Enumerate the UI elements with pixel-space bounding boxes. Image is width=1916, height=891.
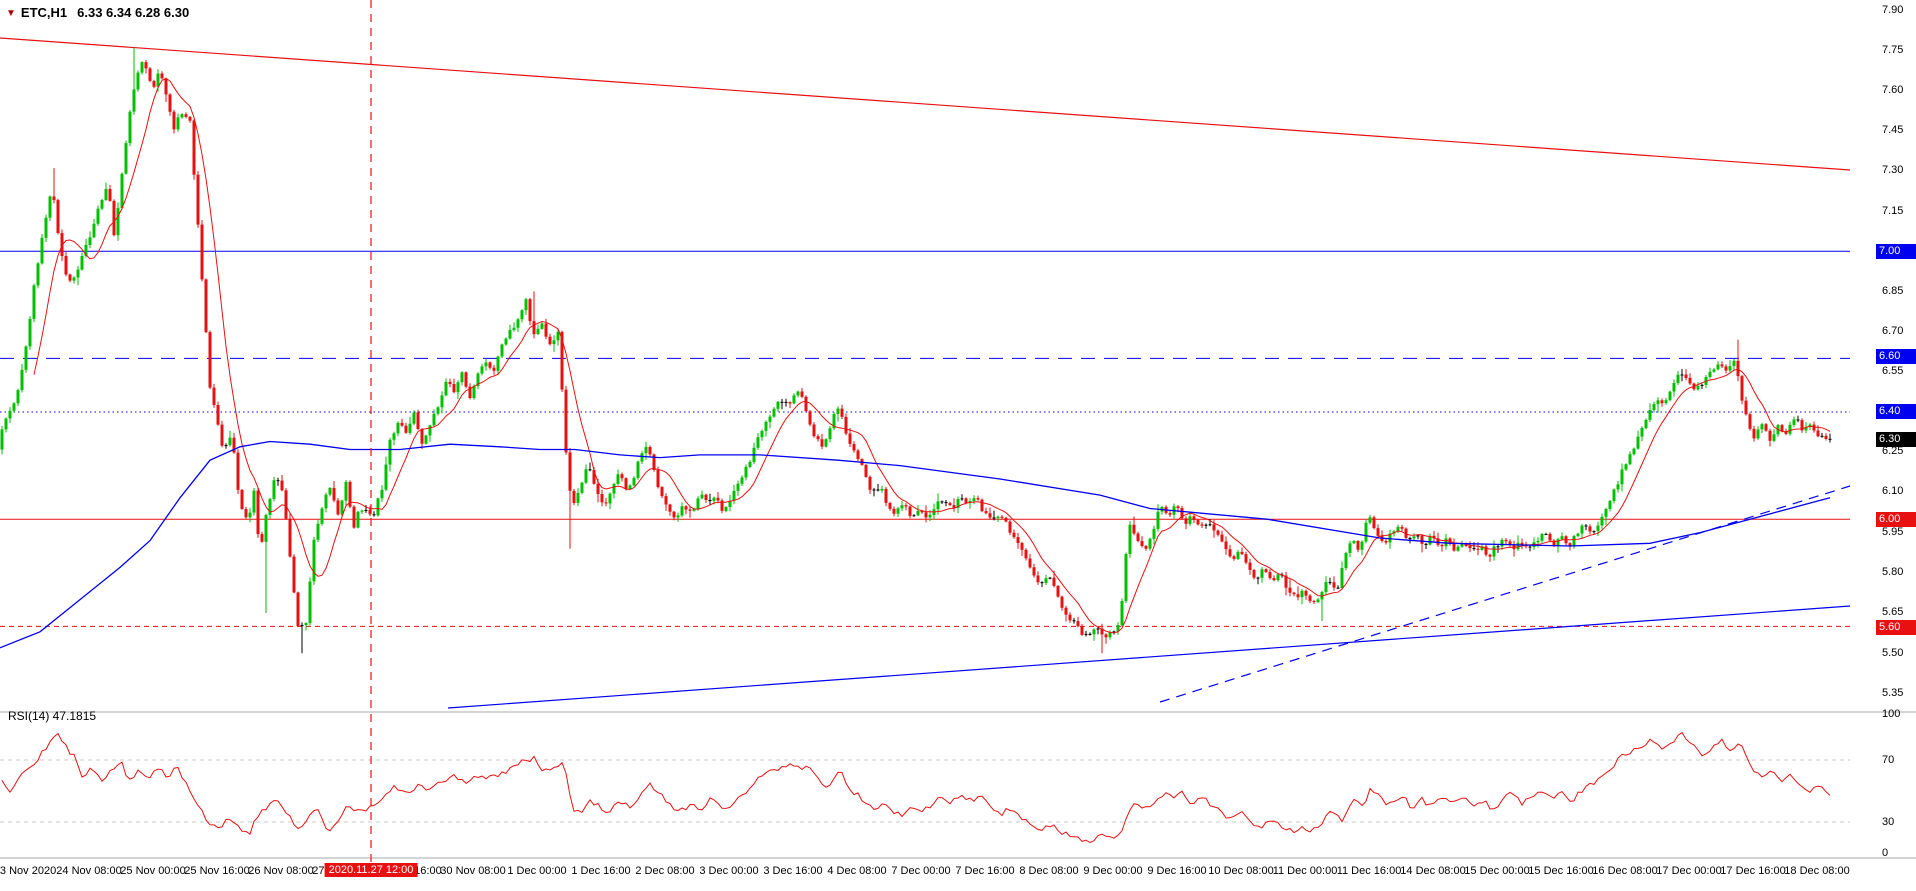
time-axis-label: 10 Dec 08:00 (1208, 865, 1274, 877)
price-level-tag: 6.60 (1876, 349, 1916, 364)
time-axis-label: 9 Dec 00:00 (1083, 865, 1143, 877)
price-level-tag: 5.60 (1876, 620, 1916, 635)
rsi-indicator-label: RSI(14) 47.1815 (8, 709, 97, 723)
time-axis-label: 3 Dec 16:00 (763, 865, 823, 877)
time-axis-label: 7 Dec 00:00 (891, 865, 951, 877)
price-axis-label: 5.35 (1882, 687, 1904, 699)
candlesticks (0, 47, 1832, 654)
time-axis-label: 15 Dec 16:00 (1528, 865, 1594, 877)
price-level-tag: 7.00 (1876, 244, 1916, 259)
dropdown-triangle-icon[interactable]: ▼ (6, 8, 16, 19)
rising-support (447, 605, 1851, 709)
price-level-tag: 6.40 (1876, 404, 1916, 419)
time-axis-label: 2 Dec 08:00 (635, 865, 695, 877)
time-axis-label: 1 Dec 16:00 (571, 865, 631, 877)
time-axis-label: 3 Dec 00:00 (699, 865, 759, 877)
price-axis-label: 7.30 (1882, 164, 1904, 176)
price-axis-label: 6.85 (1882, 285, 1904, 297)
time-axis-label: 14 Dec 08:00 (1400, 865, 1466, 877)
price-level-tag: 6.00 (1876, 512, 1916, 527)
time-axis-label: 26 Nov 08:00 (248, 865, 314, 877)
price-axis-label: 5.50 (1882, 647, 1904, 659)
price-axis-label: 6.25 (1882, 445, 1904, 457)
price-level-tag: 6.30 (1876, 432, 1916, 447)
vline-time-tag: 2020.11.27 12:00 (324, 863, 418, 877)
descending-resistance (0, 37, 1851, 171)
price-axis-label: 100 (1882, 708, 1901, 720)
time-axis-label: 25 Nov 16:00 (184, 865, 250, 877)
time-axis-label: 17 Dec 16:00 (1720, 865, 1786, 877)
time-axis-label: 23 Nov 2020 (0, 865, 57, 877)
time-axis-label: 16 Dec 08:00 (1592, 865, 1658, 877)
price-axis-label: 7.75 (1882, 44, 1904, 56)
time-axis-label: 11 Dec 00:00 (1272, 865, 1338, 877)
price-axis-label: 7.45 (1882, 124, 1904, 136)
price-axis-label: 5.80 (1882, 566, 1904, 578)
fast-ma-line (33, 77, 1831, 634)
time-axis-label: 17 Dec 00:00 (1656, 865, 1722, 877)
price-axis-label: 5.65 (1882, 606, 1904, 618)
price-axis-label: 70 (1882, 754, 1895, 766)
rsi-line (1, 731, 1831, 844)
price-axis-label: 5.95 (1882, 526, 1904, 538)
time-axis-label: 24 Nov 08:00 (56, 865, 122, 877)
time-axis-label: 1 Dec 00:00 (507, 865, 567, 877)
price-axis-label: 7.90 (1882, 4, 1904, 16)
time-axis-label: 11 Dec 16:00 (1336, 865, 1402, 877)
time-axis-label: 7 Dec 16:00 (955, 865, 1015, 877)
price-axis-label: 6.55 (1882, 365, 1904, 377)
time-axis-label: 25 Nov 00:00 (120, 865, 186, 877)
time-axis-label: 30 Nov 08:00 (440, 865, 506, 877)
symbol-info: ▼ ETC,H1 6.33 6.34 6.28 6.30 (6, 5, 189, 20)
price-axis-label: 6.70 (1882, 325, 1904, 337)
ohlc-quote: 6.33 6.34 6.28 6.30 (77, 5, 190, 20)
time-axis-label: 4 Dec 08:00 (827, 865, 887, 877)
price-axis-label: 30 (1882, 816, 1895, 828)
time-axis-label: 8 Dec 08:00 (1019, 865, 1079, 877)
symbol-timeframe-label: ETC,H1 (20, 5, 68, 20)
price-axis-label: 0 (1882, 847, 1889, 859)
rising-dashed-trendline (1159, 485, 1851, 703)
price-axis-label: 7.15 (1882, 205, 1904, 217)
price-axis-label: 7.60 (1882, 84, 1904, 96)
slow-ma-line (0, 440, 1831, 649)
time-axis-label: 18 Dec 08:00 (1784, 865, 1850, 877)
time-axis-label: 15 Dec 00:00 (1464, 865, 1530, 877)
price-axis-label: 6.10 (1882, 485, 1904, 497)
time-axis-label: 9 Dec 16:00 (1147, 865, 1207, 877)
